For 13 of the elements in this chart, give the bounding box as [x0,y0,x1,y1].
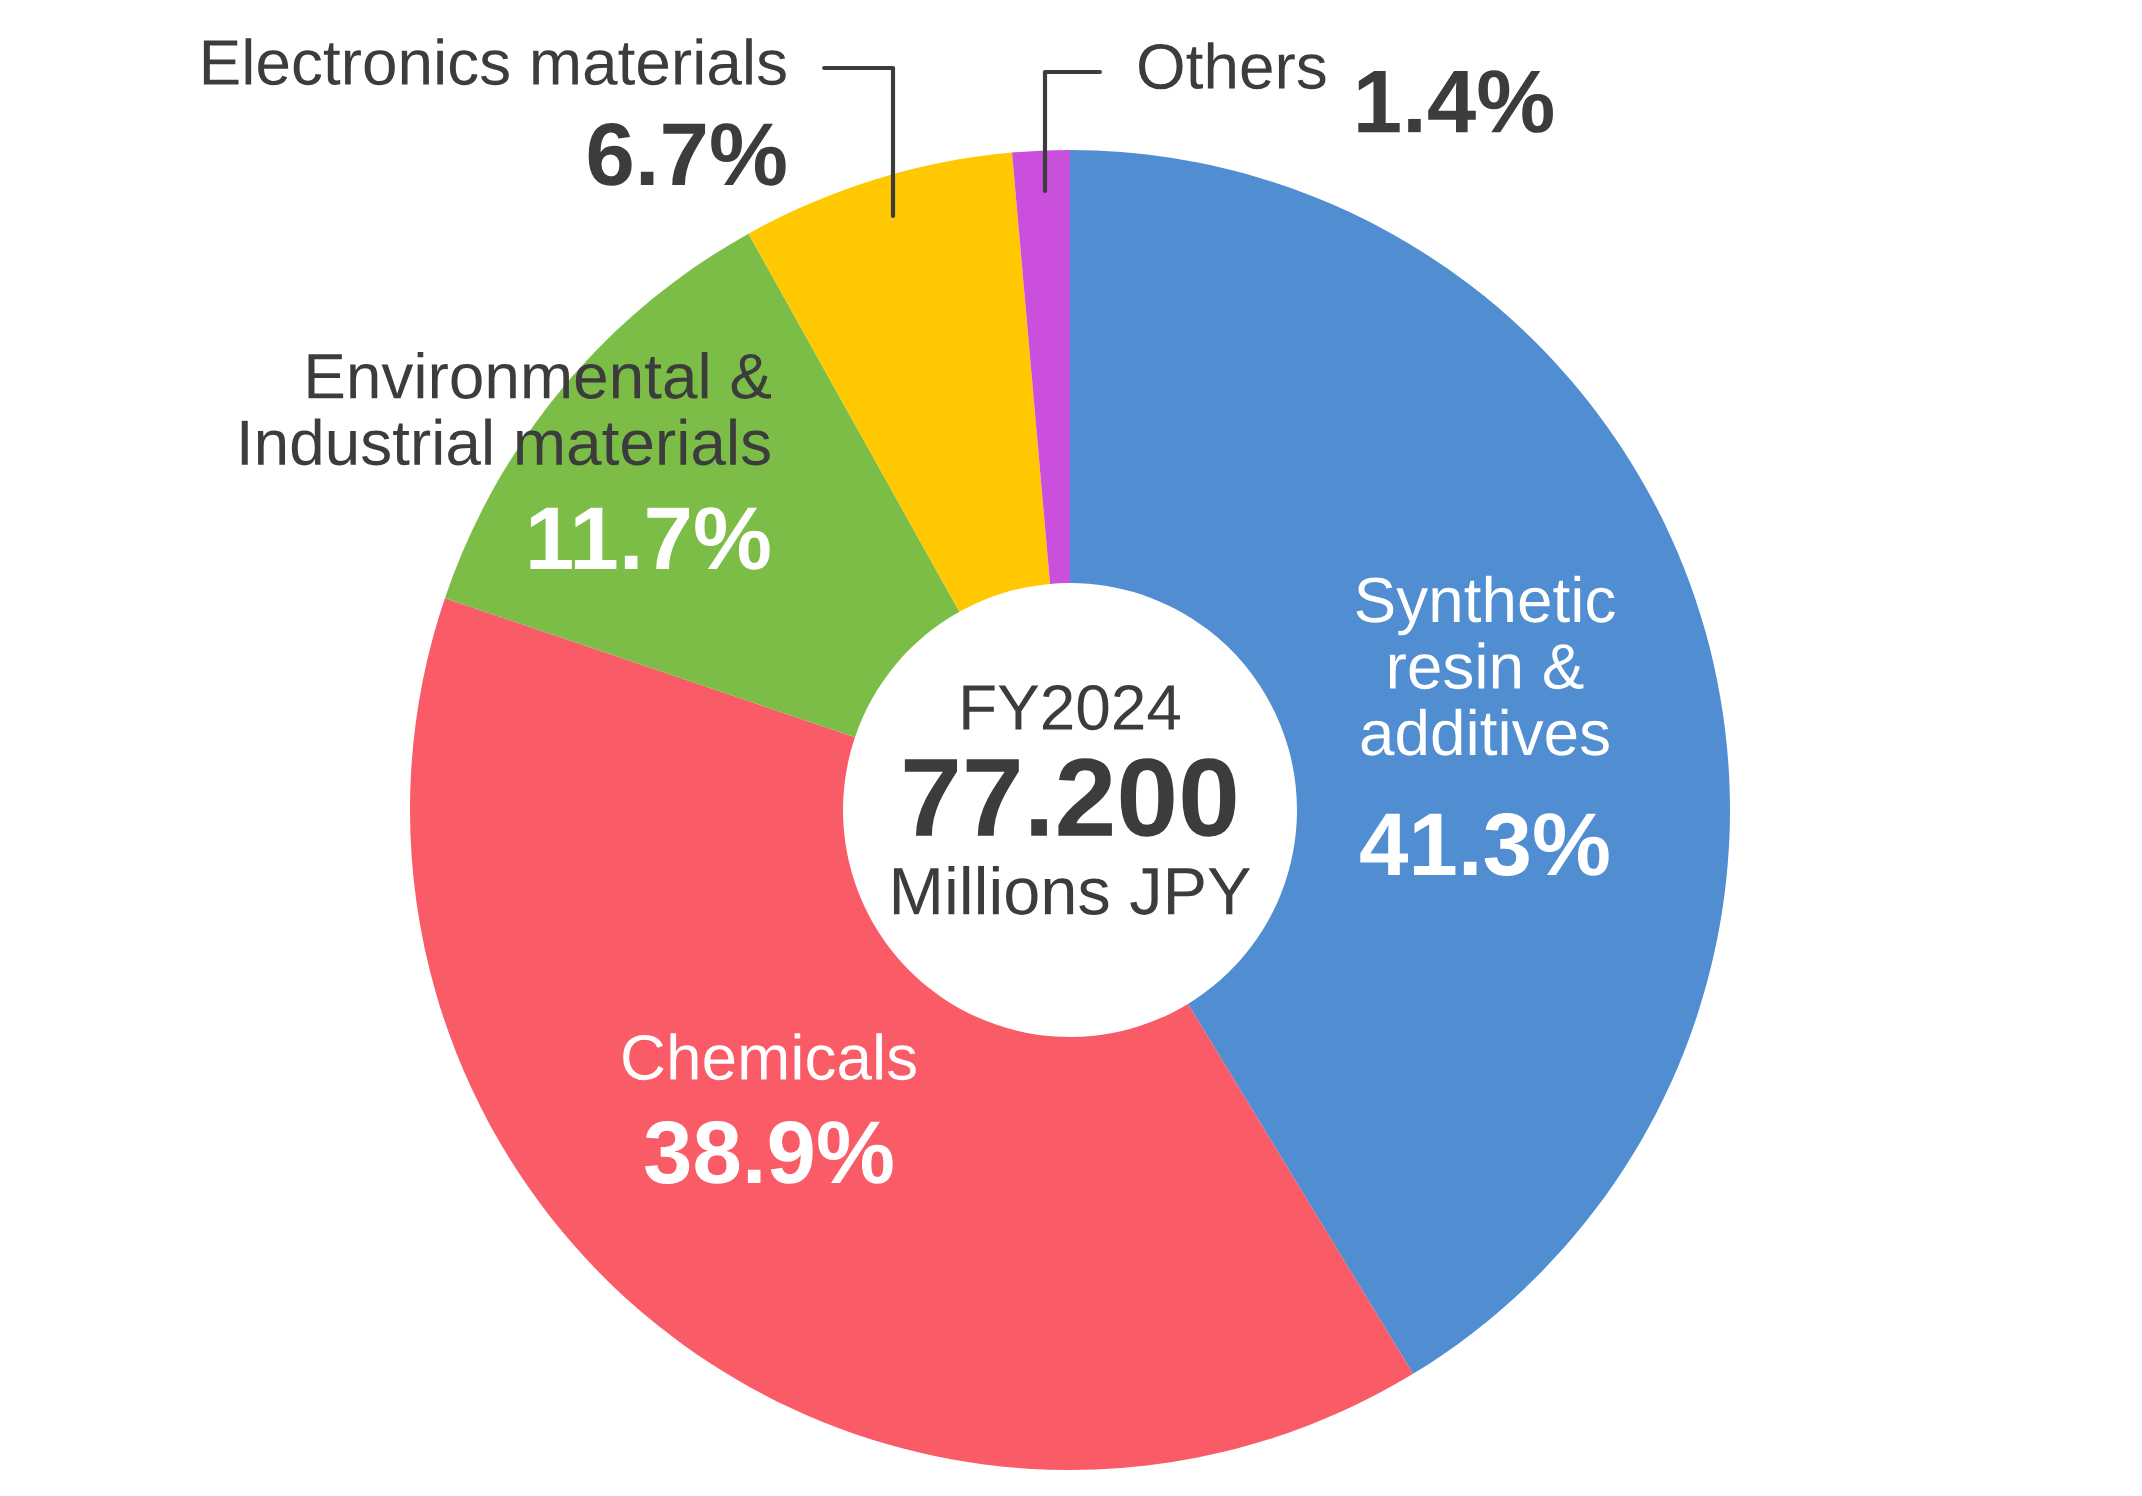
slice-label: Chemicals [623,1033,916,1081]
slice-label: Others [1139,42,1326,90]
text: Millions JPY [893,865,1251,915]
data-label: 11.7% [530,507,770,570]
text: 77.200 [904,758,1236,837]
text: FY2024 [963,684,1181,731]
slice-label: Electronics materials [203,38,786,86]
donut-slice [1012,150,1070,584]
data-label: 41.3% [1360,812,1609,876]
data-label: 38.9% [645,1120,893,1184]
data-label: 6.7% [588,122,786,186]
data-label: 1.4% [1358,70,1553,133]
slice-label: Synthetic resin & additives [1356,575,1615,756]
